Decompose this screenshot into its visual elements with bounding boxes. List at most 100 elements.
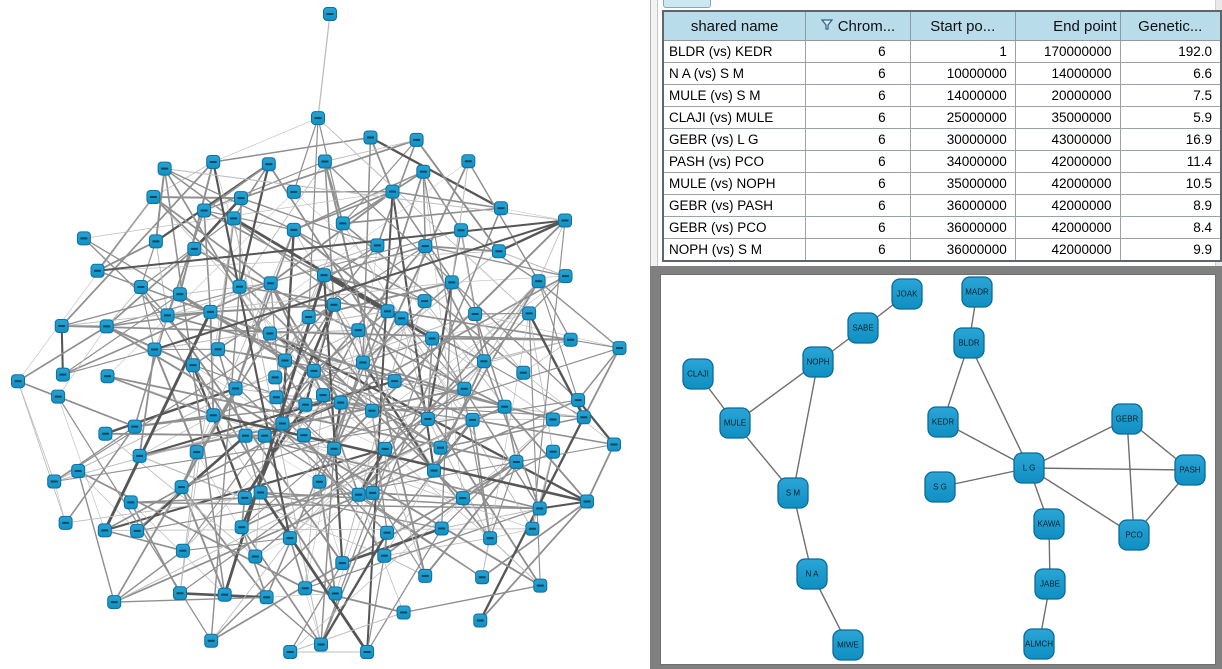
network-node[interactable] xyxy=(187,241,202,256)
network-node[interactable] xyxy=(335,216,350,231)
network-node[interactable] xyxy=(262,326,277,341)
cell-start[interactable]: 36000000 xyxy=(909,194,1016,217)
cell-genetic[interactable]: 9.9 xyxy=(1119,238,1222,262)
network-node[interactable] xyxy=(351,487,366,502)
network-node[interactable] xyxy=(173,586,187,601)
network-node[interactable] xyxy=(311,111,325,126)
network-node[interactable] xyxy=(491,244,506,259)
network-node[interactable] xyxy=(47,474,62,489)
network-node-JOAK[interactable]: JOAK xyxy=(891,278,923,310)
node-shape[interactable] xyxy=(924,471,956,503)
network-node[interactable] xyxy=(427,463,441,478)
network-node-MADR[interactable]: MADR xyxy=(961,276,993,308)
cell-chrom[interactable]: 6 xyxy=(805,238,911,262)
network-node[interactable] xyxy=(545,412,560,427)
column-header-shared_name[interactable]: shared name xyxy=(662,10,807,41)
network-node[interactable] xyxy=(71,464,86,478)
cell-end[interactable]: 42000000 xyxy=(1014,150,1121,173)
network-node[interactable] xyxy=(234,191,248,206)
network-node[interactable] xyxy=(232,279,247,294)
network-node[interactable] xyxy=(355,355,370,370)
network-node[interactable] xyxy=(282,531,297,546)
cell-chrom[interactable]: 6 xyxy=(805,216,911,239)
network-node[interactable] xyxy=(326,297,341,312)
network-node[interactable] xyxy=(189,445,204,460)
node-shape[interactable] xyxy=(953,327,985,359)
network-node[interactable] xyxy=(497,399,512,414)
cell-end[interactable]: 170000000 xyxy=(1014,40,1121,63)
network-node[interactable] xyxy=(509,455,524,469)
network-node[interactable] xyxy=(97,523,112,538)
node-shape[interactable] xyxy=(796,558,828,590)
cell-end[interactable]: 20000000 xyxy=(1014,84,1121,107)
network-node[interactable] xyxy=(461,154,476,169)
network-node[interactable] xyxy=(226,211,241,226)
network-node[interactable] xyxy=(248,549,263,564)
network-node-MULE[interactable]: MULE xyxy=(719,407,751,439)
network-node-PASH[interactable]: PASH xyxy=(1174,454,1206,486)
table-scrollbar-thumb[interactable] xyxy=(663,0,711,8)
table-row[interactable]: NOPH (vs) S M 6 36000000 42000000 9.9 xyxy=(662,238,1222,262)
network-node[interactable] xyxy=(516,365,531,380)
network-node[interactable] xyxy=(420,412,435,426)
network-node-S G[interactable]: S G xyxy=(924,471,956,503)
network-node[interactable] xyxy=(127,419,142,434)
node-shape[interactable] xyxy=(777,477,809,509)
network-node[interactable] xyxy=(365,485,380,500)
network-node[interactable] xyxy=(107,595,122,610)
network-node[interactable] xyxy=(558,269,573,284)
network-node[interactable] xyxy=(133,280,148,294)
network-node-PCO[interactable]: PCO xyxy=(1118,519,1150,551)
network-node[interactable] xyxy=(261,157,276,172)
network-node[interactable] xyxy=(90,263,105,278)
cell-start[interactable]: 36000000 xyxy=(909,216,1016,239)
network-node[interactable] xyxy=(333,395,348,410)
node-shape[interactable] xyxy=(719,407,751,439)
network-node[interactable] xyxy=(323,7,337,21)
network-node[interactable] xyxy=(100,369,115,384)
node-shape[interactable] xyxy=(802,346,834,378)
network-node[interactable] xyxy=(312,474,327,489)
network-node[interactable] xyxy=(417,294,432,309)
panel-splitter[interactable] xyxy=(650,0,658,266)
network-node[interactable] xyxy=(525,521,540,536)
network-node[interactable] xyxy=(237,490,252,505)
cell-genetic[interactable]: 6.6 xyxy=(1119,62,1222,85)
cell-end[interactable]: 14000000 xyxy=(1014,62,1121,85)
network-node[interactable] xyxy=(377,548,392,563)
network-node[interactable] xyxy=(204,633,219,648)
network-node[interactable] xyxy=(387,374,402,389)
node-shape[interactable] xyxy=(927,406,959,438)
column-header-start[interactable]: Start po... xyxy=(909,10,1016,41)
cell-start[interactable]: 14000000 xyxy=(909,84,1016,107)
column-header-end[interactable]: End point xyxy=(1014,10,1121,41)
network-node[interactable] xyxy=(269,390,284,405)
cell-chrom[interactable]: 6 xyxy=(805,150,911,173)
network-node[interactable] xyxy=(286,222,301,237)
cell-chrom[interactable]: 6 xyxy=(805,194,911,217)
network-node[interactable] xyxy=(531,274,546,289)
node-shape[interactable] xyxy=(1174,454,1206,486)
network-node[interactable] xyxy=(58,515,73,530)
cell-chrom[interactable]: 6 xyxy=(805,172,911,195)
network-node[interactable] xyxy=(146,190,161,204)
cell-shared_name[interactable]: N A (vs) S M xyxy=(662,62,807,85)
cell-shared_name[interactable]: BLDR (vs) KEDR xyxy=(662,40,807,63)
cell-start[interactable]: 34000000 xyxy=(909,150,1016,173)
network-node[interactable] xyxy=(473,613,488,628)
network-node[interactable] xyxy=(257,428,272,443)
network-node[interactable] xyxy=(457,381,472,396)
network-node[interactable] xyxy=(186,358,200,373)
network-node-GEBR[interactable]: GEBR xyxy=(1111,403,1143,435)
cell-chrom[interactable]: 6 xyxy=(805,62,911,85)
network-node[interactable] xyxy=(607,437,621,452)
network-node[interactable] xyxy=(259,590,274,605)
main-network-view[interactable] xyxy=(0,0,650,669)
network-edge[interactable] xyxy=(968,342,1030,469)
network-node-KEDR[interactable]: KEDR xyxy=(927,406,959,438)
cell-chrom[interactable]: 6 xyxy=(805,40,911,63)
node-shape[interactable] xyxy=(1033,508,1065,540)
network-edge[interactable] xyxy=(1028,467,1191,471)
network-node[interactable] xyxy=(360,645,375,659)
network-node[interactable] xyxy=(370,238,385,253)
